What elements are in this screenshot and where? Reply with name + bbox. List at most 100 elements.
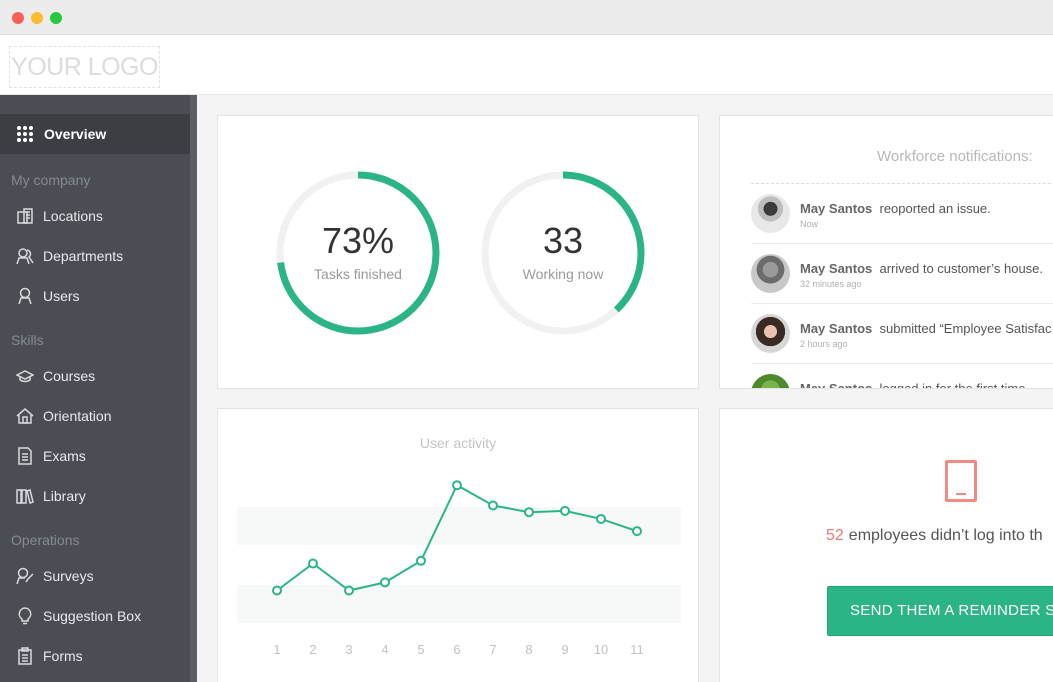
reminder-card: 52 employees didn’t log into th SEND THEM… bbox=[719, 408, 1053, 682]
phone-icon bbox=[945, 460, 977, 502]
notification-user[interactable]: May Santos bbox=[800, 201, 873, 216]
tasks-label: Tasks finished bbox=[314, 266, 402, 282]
books-icon bbox=[16, 487, 34, 505]
working-donut-arc bbox=[481, 171, 645, 335]
sidebar-item-library[interactable]: Library bbox=[0, 476, 190, 516]
user-icon bbox=[16, 287, 34, 305]
data-point[interactable] bbox=[344, 585, 354, 596]
users-group-icon bbox=[16, 247, 34, 265]
data-point[interactable] bbox=[380, 577, 390, 588]
sidebar-item-label: Suggestion Box bbox=[43, 608, 142, 624]
notification-action: arrived to customer’s house. bbox=[879, 261, 1044, 276]
tasks-donut-arc bbox=[276, 171, 440, 335]
x-tick-label: 9 bbox=[561, 642, 568, 657]
notification-item[interactable]: May Santos arrived to customer’s house. … bbox=[751, 244, 1053, 304]
clipboard-icon bbox=[16, 647, 34, 665]
sidebar-item-label: Courses bbox=[43, 368, 96, 384]
sidebar-item-courses[interactable]: Courses bbox=[0, 356, 190, 396]
sidebar-item-label: Exams bbox=[43, 448, 86, 464]
avatar[interactable] bbox=[751, 374, 790, 388]
top-header: YOUR LOGO bbox=[0, 35, 1053, 95]
sidebar-item-departments[interactable]: Departments bbox=[0, 236, 190, 276]
x-tick-label: 8 bbox=[525, 642, 532, 657]
x-tick-label: 6 bbox=[453, 642, 460, 657]
sidebar-item-label: Forms bbox=[43, 648, 83, 664]
sidebar-item-label: Overview bbox=[44, 126, 107, 142]
sidebar-item-orientation[interactable]: Orientation bbox=[0, 396, 190, 436]
window-maximize-button[interactable] bbox=[50, 12, 62, 24]
sidebar-item-users[interactable]: Users bbox=[0, 276, 190, 316]
notification-time: 32 minutes ago bbox=[800, 279, 862, 289]
data-point[interactable] bbox=[488, 500, 498, 511]
sidebar-scrollbar[interactable] bbox=[190, 95, 197, 682]
grid-icon bbox=[16, 125, 34, 143]
x-tick-label: 10 bbox=[594, 642, 608, 657]
sidebar-item-locations[interactable]: Locations bbox=[0, 196, 190, 236]
window-close-button[interactable] bbox=[12, 12, 24, 24]
x-tick-label: 4 bbox=[381, 642, 388, 657]
x-tick-label: 3 bbox=[345, 642, 352, 657]
graduation-cap-icon bbox=[16, 367, 34, 385]
chart-band bbox=[237, 507, 681, 545]
chart-band bbox=[237, 585, 681, 623]
data-point[interactable] bbox=[632, 526, 642, 537]
x-tick-label: 2 bbox=[309, 642, 316, 657]
sidebar-section-my-company: My company bbox=[11, 172, 91, 188]
avatar[interactable] bbox=[751, 194, 790, 233]
sidebar-item-label: Surveys bbox=[43, 568, 94, 584]
working-label: Working now bbox=[522, 266, 604, 282]
user-activity-chart: 1 2 3 4 5 6 7 8 9 10 11 bbox=[237, 480, 681, 657]
x-tick-label: 7 bbox=[489, 642, 496, 657]
working-value: 33 bbox=[542, 220, 584, 261]
sidebar-item-label: Locations bbox=[43, 208, 103, 224]
sidebar-item-label: Orientation bbox=[43, 408, 112, 424]
notification-action: reoported an issue. bbox=[879, 201, 991, 216]
notification-item[interactable]: May Santos logged in for the first time. bbox=[751, 364, 1053, 389]
data-point[interactable] bbox=[560, 505, 570, 516]
sidebar-item-forms[interactable]: Forms bbox=[0, 636, 190, 676]
tasks-value: 73% bbox=[321, 220, 395, 261]
avatar[interactable] bbox=[751, 314, 790, 353]
data-point[interactable] bbox=[524, 507, 534, 518]
working-donut: 33 Working now bbox=[478, 168, 648, 338]
notification-action: logged in for the first time. bbox=[879, 381, 1030, 389]
reminder-message: 52 employees didn’t log into th bbox=[826, 527, 1043, 545]
notification-user[interactable]: May Santos bbox=[800, 321, 873, 336]
x-tick-label: 1 bbox=[273, 642, 280, 657]
notification-action: submitted “Employee Satisfac bbox=[879, 321, 1052, 336]
data-point[interactable] bbox=[596, 513, 606, 524]
notifications-card: Workforce notifications: May Santos reop… bbox=[719, 115, 1053, 389]
sidebar-item-label: Users bbox=[43, 288, 80, 304]
x-tick-label: 5 bbox=[417, 642, 424, 657]
notifications-title: Workforce notifications: bbox=[877, 148, 1033, 165]
notification-user[interactable]: May Santos bbox=[800, 381, 873, 389]
sidebar-item-label: Departments bbox=[43, 248, 124, 264]
building-icon bbox=[16, 207, 34, 225]
sidebar-item-exams[interactable]: Exams bbox=[0, 436, 190, 476]
sidebar: Overview My company Locations Department… bbox=[0, 95, 197, 682]
notifications-list[interactable]: May Santos reoported an issue. Now May S… bbox=[751, 183, 1053, 389]
sidebar-item-surveys[interactable]: Surveys bbox=[0, 556, 190, 596]
tasks-donut: 73% Tasks finished bbox=[273, 168, 443, 338]
data-point[interactable] bbox=[416, 555, 426, 566]
logo-placeholder[interactable]: YOUR LOGO bbox=[9, 46, 160, 88]
notification-item[interactable]: May Santos reoported an issue. Now bbox=[751, 184, 1053, 244]
reminder-message-text: employees didn’t log into th bbox=[848, 527, 1043, 544]
sidebar-item-overview[interactable]: Overview bbox=[0, 114, 190, 154]
notification-user[interactable]: May Santos bbox=[800, 261, 873, 276]
data-point[interactable] bbox=[308, 558, 318, 569]
notification-time: Now bbox=[800, 219, 819, 229]
window-minimize-button[interactable] bbox=[31, 12, 43, 24]
notification-item[interactable]: May Santos submitted “Employee Satisfac … bbox=[751, 304, 1053, 364]
stats-card: 73% Tasks finished 33 Working now bbox=[217, 115, 699, 389]
window-titlebar bbox=[0, 0, 1053, 35]
x-tick-label: 11 bbox=[630, 642, 644, 657]
sidebar-item-suggestion-box[interactable]: Suggestion Box bbox=[0, 596, 190, 636]
data-point[interactable] bbox=[452, 480, 462, 491]
avatar[interactable] bbox=[751, 254, 790, 293]
send-reminder-button[interactable]: SEND THEM A REMINDER SM bbox=[827, 586, 1053, 636]
data-point[interactable] bbox=[272, 585, 282, 596]
inactive-count: 52 bbox=[826, 527, 844, 544]
survey-icon bbox=[16, 567, 34, 585]
notification-time: 2 hours ago bbox=[800, 339, 848, 349]
